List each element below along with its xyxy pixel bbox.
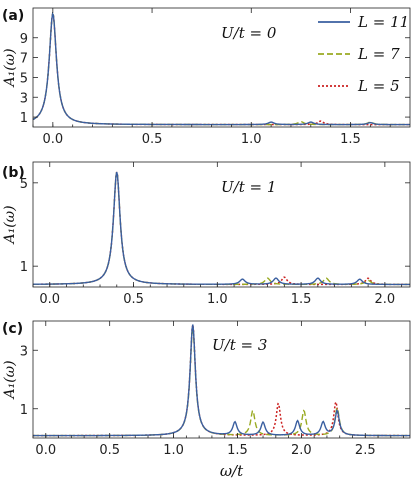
panel-b: 0.0 0.5 1.0 1.5 2.0 1 5(b) U/t = 1 A₁(ω) <box>2 161 411 307</box>
y-tick-label: 1 <box>20 111 28 126</box>
x-tick-label: 0.0 <box>39 292 60 307</box>
panel-label: (b) <box>2 165 25 181</box>
legend-label: L = 11 <box>357 13 409 31</box>
annotation-ut: U/t = 1 <box>221 178 276 196</box>
annotation-ut: U/t = 0 <box>221 24 277 42</box>
panel-c: 0.0 0.5 1.0 1.5 2.0 2.5 1 3 (c) U/t = 3 A₁(ω) ω/t <box>2 320 411 480</box>
panel-label: (c) <box>2 321 23 337</box>
x-tick-label: 1.0 <box>207 292 228 307</box>
y-tick-label: 7 <box>20 52 28 67</box>
annotation-ut: U/t = 3 <box>212 336 267 354</box>
y-tick-label: 5 <box>20 71 28 86</box>
x-tick-label: 1.5 <box>227 443 248 458</box>
x-tick-label: 2.5 <box>355 443 376 458</box>
y-tick-label: 5 <box>20 177 28 192</box>
plot-frame <box>32 320 411 439</box>
y-axis-label: A₁(ω) <box>2 205 18 245</box>
y-tick-label: 1 <box>20 260 28 275</box>
legend: L = 11 L = 7 L = 5 <box>318 13 409 95</box>
y-tick-label: 9 <box>20 32 28 47</box>
x-tick-label: 0.5 <box>123 292 144 307</box>
series-line-l11 <box>32 171 410 286</box>
y-tick-label: 3 <box>20 91 28 106</box>
x-tick-label: 0.0 <box>42 132 63 147</box>
plot-frame <box>32 161 411 288</box>
x-tick-label: 1.0 <box>163 443 184 458</box>
y-axis-label: A₁(ω) <box>2 48 18 88</box>
x-tick-label: 0.0 <box>35 443 56 458</box>
legend-label: L = 5 <box>357 77 400 95</box>
y-axis-label: A₁(ω) <box>2 360 18 400</box>
x-tick-label: 1.5 <box>340 132 361 147</box>
x-tick-label: 1.0 <box>241 132 262 147</box>
series-line-l11 <box>33 324 410 437</box>
plot-frame <box>32 7 411 128</box>
series-line-l11 <box>32 11 410 126</box>
x-tick-label: 0.5 <box>99 443 120 458</box>
x-tick-label: 2.0 <box>291 443 312 458</box>
x-tick-label: 1.5 <box>291 292 312 307</box>
x-tick-label: 0.5 <box>142 132 163 147</box>
x-tick-label: 2.0 <box>375 292 396 307</box>
y-tick-label: 3 <box>20 344 28 359</box>
legend-label: L = 7 <box>357 45 400 63</box>
x-axis-label: ω/t <box>220 462 244 480</box>
y-tick-label: 1 <box>20 403 28 418</box>
panel-label: (a) <box>2 8 24 24</box>
